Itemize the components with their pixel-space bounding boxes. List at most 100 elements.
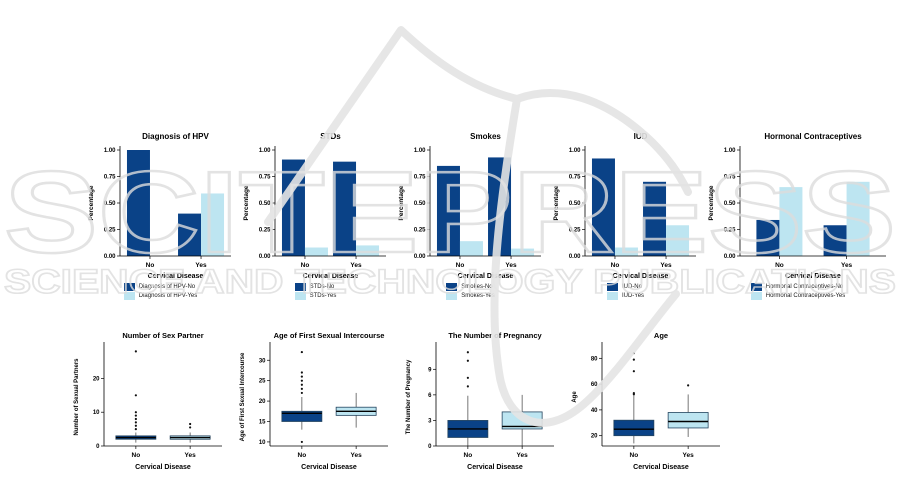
bar-plot-diagnosis-of-hpv: Diagnosis of HPVPercentage0.000.250.500.… xyxy=(88,132,231,280)
y-axis-label: Number of Sexual Partners xyxy=(74,358,80,436)
box-plot-number-of-sex-partner: Number of Sex Partner Number of Sexual Pa… xyxy=(74,331,222,471)
x-axis-label: Cervical Disease xyxy=(303,273,359,280)
x-axis: No Yes Cervical Disease xyxy=(630,446,694,471)
bar-no-yes xyxy=(614,247,638,256)
svg-text:20: 20 xyxy=(259,399,266,405)
box-plot-age: Age Age 20 40 60 80 No Yes Cervical Disease xyxy=(572,331,720,471)
box-yes xyxy=(667,384,709,437)
legend-swatch-icon xyxy=(294,292,306,300)
svg-text:3: 3 xyxy=(428,418,432,424)
svg-text:0.25: 0.25 xyxy=(724,228,736,234)
y-axis: 20 40 60 80 xyxy=(591,356,602,440)
outlier-point xyxy=(466,351,469,354)
y-axis: 0.00 0.25 0.50 0.75 1.00 xyxy=(569,148,585,260)
x-axis: No Yes Cervical Disease xyxy=(456,256,517,280)
svg-text:Yes: Yes xyxy=(351,452,363,459)
svg-text:0.00: 0.00 xyxy=(104,254,116,260)
x-axis: No Yes Cervical Disease xyxy=(146,256,207,280)
svg-text:1.00: 1.00 xyxy=(724,148,736,154)
bar-yes-no xyxy=(178,213,202,256)
bar-yes-yes xyxy=(666,225,690,256)
outlier-point xyxy=(134,414,137,417)
x-axis: No Yes Cervical Disease xyxy=(132,446,196,471)
svg-text:No: No xyxy=(298,452,307,459)
y-axis: 0.00 0.25 0.50 0.75 1.00 xyxy=(724,148,740,260)
svg-text:No: No xyxy=(464,452,473,459)
axes xyxy=(119,146,231,257)
axes xyxy=(739,146,886,257)
box-yes xyxy=(169,422,211,443)
outlier-point xyxy=(466,359,469,362)
svg-text:No: No xyxy=(630,452,639,459)
outlier-point xyxy=(300,440,303,444)
outlier-point xyxy=(300,383,303,386)
outlier-point xyxy=(134,394,137,397)
outlier-point xyxy=(300,375,303,378)
outlier-point xyxy=(300,379,303,382)
legend-item: Hormonal Contraceptives-Yes xyxy=(750,292,845,300)
x-axis-label: Cervical Disease xyxy=(633,464,689,471)
bar-no-yes xyxy=(304,247,328,256)
bar-plot-hormonal-contraceptives: Hormonal Contraceptives Percentage 0.00 0.2… xyxy=(708,132,886,280)
svg-text:40: 40 xyxy=(591,408,598,414)
boxes xyxy=(281,350,377,444)
y-axis-label: Percentage xyxy=(553,185,560,220)
outlier-point xyxy=(134,424,137,427)
legend-swatch-icon xyxy=(123,283,135,291)
outlier-point xyxy=(300,391,303,395)
y-axis: 0.00 0.25 0.50 0.75 1.00 xyxy=(414,148,430,260)
x-axis: No Yes Cervical Disease xyxy=(298,446,363,471)
bar-yes-no xyxy=(643,181,667,256)
bar-yes-no xyxy=(488,157,512,256)
boxes xyxy=(447,351,543,446)
svg-text:20: 20 xyxy=(93,376,100,382)
svg-text:0: 0 xyxy=(96,444,100,450)
legend-item: STDs-Yes xyxy=(294,292,337,300)
bars xyxy=(281,159,380,256)
outlier-point xyxy=(300,387,303,390)
bars xyxy=(436,157,535,256)
boxplot-row: Number of Sex Partner Number of Sexual Pa… xyxy=(70,328,728,478)
legend-label: Smokes-Yes xyxy=(461,293,495,299)
svg-text:80: 80 xyxy=(591,356,598,362)
svg-text:Yes: Yes xyxy=(517,452,529,459)
bar-yes-no xyxy=(333,161,357,256)
chart-diagnosis-of-hpv: Diagnosis of HPV Percentage 0.00 0.25 0.50 0.… xyxy=(84,128,237,300)
box-no xyxy=(115,350,157,443)
chart-title: Smokes xyxy=(470,132,501,141)
box-no xyxy=(447,351,489,446)
svg-text:0.25: 0.25 xyxy=(104,228,116,234)
bar-no-no xyxy=(281,159,305,256)
svg-text:0.25: 0.25 xyxy=(259,228,271,234)
chart-age: Age Age 20 40 60 80 No Yes Cervical Disease xyxy=(568,328,728,478)
outlier-point xyxy=(466,385,469,388)
svg-text:0.50: 0.50 xyxy=(104,201,116,207)
chart-age-of-first-sexual-intercourse: Age of First Sexual Intercourse Age of Fi… xyxy=(236,328,396,478)
svg-text:Yes: Yes xyxy=(660,262,672,269)
legend-item: STDs-No xyxy=(294,283,337,291)
bars xyxy=(126,150,225,256)
svg-text:0.00: 0.00 xyxy=(414,254,426,260)
x-axis-label: Cervical Disease xyxy=(301,464,357,471)
chart-title: STDs xyxy=(320,132,341,141)
legend-label: IUD-Yes xyxy=(621,293,645,299)
legend-swatch-icon xyxy=(446,292,458,300)
chart-smokes: Smokes Percentage 0.00 0.25 0.50 0.75 1.00 No Ye… xyxy=(394,128,547,300)
svg-text:No: No xyxy=(775,262,784,269)
bar-plot-stds: STDs Percentage 0.00 0.25 0.50 0.75 1.00 No Yes C… xyxy=(243,132,386,280)
svg-text:1.00: 1.00 xyxy=(414,148,426,154)
svg-text:0.00: 0.00 xyxy=(569,254,581,260)
svg-text:9: 9 xyxy=(428,367,432,373)
svg-text:Yes: Yes xyxy=(505,262,517,269)
legend-label: Smokes-No xyxy=(461,284,493,290)
bar-no-no xyxy=(126,150,150,256)
y-axis-label: Percentage xyxy=(708,185,715,220)
svg-text:0.50: 0.50 xyxy=(414,201,426,207)
legend-label: STDs-Yes xyxy=(309,293,337,299)
svg-text:No: No xyxy=(146,262,155,269)
outlier-point xyxy=(632,392,635,395)
axes xyxy=(435,342,554,447)
x-axis: No Yes Cervical Disease xyxy=(611,256,672,280)
outlier-point xyxy=(300,350,303,354)
